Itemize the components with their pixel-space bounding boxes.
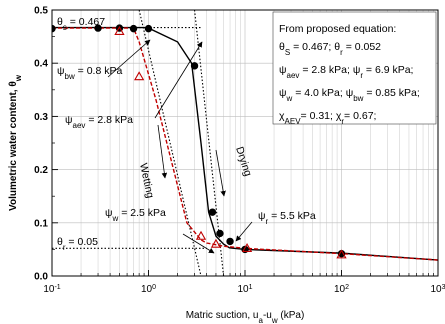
y-tick-label: 0.5 xyxy=(34,6,48,17)
annotation-theta-r: θr = 0.05 xyxy=(57,236,98,252)
drying-data-point xyxy=(208,208,217,216)
drying-data-point xyxy=(52,24,56,33)
wetting-curve xyxy=(52,27,438,261)
x-tick-label: 102 xyxy=(334,284,349,296)
x-axis-title: Matric suction, ua-uw (kPa) xyxy=(186,310,305,324)
arrow-drying xyxy=(215,149,226,197)
equation-box-frame xyxy=(272,11,437,125)
x-tick-label: 103 xyxy=(430,284,445,296)
wetting-data-point xyxy=(114,25,125,35)
annotation-psi-r: ψr = 5.5 kPa xyxy=(258,210,316,226)
arrow-psi-w xyxy=(182,233,215,254)
equation-box-line: ψw = 4.0 kPa; ψbw = 0.85 kPa; xyxy=(279,87,420,103)
arrow-psi-r xyxy=(235,221,253,242)
drying-data-point xyxy=(226,237,234,246)
guide-line xyxy=(138,10,202,276)
arrow-psi-bw xyxy=(107,39,151,78)
y-tick-label: 0.4 xyxy=(34,59,48,70)
drying-data-point xyxy=(216,229,224,238)
drying-data-point xyxy=(190,62,199,70)
arrow-psi-aev xyxy=(154,41,203,119)
annotation-psi-w: ψw = 2.5 kPa xyxy=(105,207,166,223)
x-tick-label: 10-1 xyxy=(43,284,60,296)
x-tick-label: 100 xyxy=(141,284,156,296)
y-tick-label: 0.1 xyxy=(34,218,48,229)
drying-data-point xyxy=(94,24,102,32)
equation-box-line: θS = 0.467; θr = 0.052 xyxy=(279,41,381,57)
wetting-data-point xyxy=(210,238,222,248)
y-tick-label: 0.2 xyxy=(34,165,48,176)
wetting-data-point xyxy=(134,71,145,81)
annotation-psi-aev: ψaev = 2.8 kPa xyxy=(65,114,133,130)
equation-box: From proposed equation: θS = 0.467; θr =… xyxy=(272,11,437,126)
data-markers xyxy=(52,24,347,259)
arrow-wetting xyxy=(157,124,168,179)
drying-data-point xyxy=(129,24,138,33)
x-tick-label: 101 xyxy=(237,284,252,296)
wetting-data-point xyxy=(195,230,207,240)
y-axis-title: Volumetric water content, θw xyxy=(8,74,23,211)
wetting-data-point xyxy=(336,249,347,259)
wetting-data-point xyxy=(241,243,253,253)
guide-line xyxy=(193,10,225,276)
annotation-theta-s: θs = 0.467 xyxy=(57,16,105,32)
annotation-arrows xyxy=(107,39,253,254)
equation-box-line: From proposed equation: xyxy=(279,23,396,35)
equation-box-line: χAEV= 0.31; χr= 0.67; xyxy=(279,110,376,126)
axes: 10-1 100 101 102 103 0.0 0.1 0.2 0.3 0.4 0.5 xyxy=(34,6,445,296)
drying-data-point xyxy=(144,24,153,33)
y-tick-label: 0.0 xyxy=(34,272,48,283)
annotation-psi-bw: ψbw = 0.8 kPa xyxy=(57,65,122,81)
equation-box-line: ψaev = 2.8 kPa; ψr = 6.9 kPa; xyxy=(279,64,413,80)
y-tick-label: 0.3 xyxy=(34,112,48,123)
